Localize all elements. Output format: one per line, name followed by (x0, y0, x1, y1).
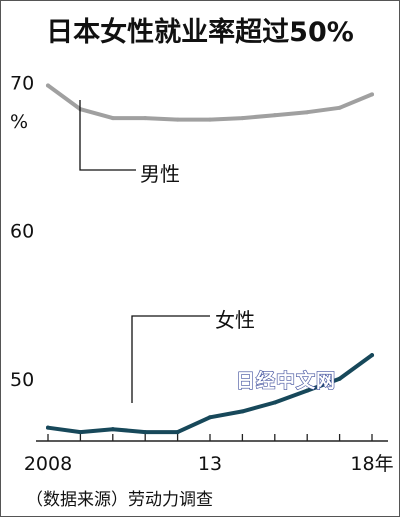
data-point-women-2010 (110, 427, 115, 432)
data-point-men-2011 (143, 116, 148, 121)
y-axis-ticks: 50 60 70 (10, 73, 34, 391)
data-point-men-2017 (337, 105, 342, 110)
series-lines (46, 83, 374, 435)
callout-men (79, 100, 136, 171)
x-tick-label-18年: 18年 (350, 453, 393, 475)
series-label-men: 男性 (140, 162, 180, 186)
callout-women (131, 315, 210, 403)
data-point-men-2014 (240, 116, 245, 121)
data-point-men-2015 (272, 113, 277, 118)
data-point-men-2018 (370, 92, 374, 97)
data-point-men-2016 (305, 110, 310, 115)
x-tick-label-13: 13 (198, 453, 222, 475)
data-point-men-2012 (175, 117, 180, 122)
x-axis-tick-labels: 2008 13 18年 (24, 453, 394, 475)
data-point-women-2014 (240, 409, 245, 414)
data-point-women-2016 (305, 388, 310, 393)
source-note: （数据来源）劳动力调查 (26, 490, 213, 510)
series-line-women (46, 353, 374, 435)
unit-label: % (10, 111, 28, 133)
data-point-women-2018 (370, 353, 374, 358)
data-point-women-2017 (337, 376, 342, 381)
y-tick-label-60: 60 (10, 221, 34, 243)
data-point-women-2013 (208, 415, 212, 420)
x-tick-label-2008: 2008 (24, 453, 72, 475)
data-point-women-2015 (272, 400, 277, 405)
watermark-logo: 日经中文网 (236, 369, 336, 392)
data-point-women-2011 (143, 430, 148, 435)
data-point-women-2012 (175, 430, 180, 435)
series-line-men (46, 83, 374, 122)
chart-title: 日本女性就业率超过50% (46, 16, 354, 48)
data-point-women-2008 (46, 425, 50, 430)
x-axis-minor-ticks (47, 434, 373, 441)
data-point-men-2013 (208, 117, 212, 122)
y-tick-label-70: 70 (10, 73, 34, 95)
data-point-women-2009 (78, 430, 83, 435)
data-point-men-2010 (110, 116, 115, 121)
y-tick-label-50: 50 (10, 369, 34, 391)
data-point-men-2008 (46, 83, 50, 88)
series-label-women: 女性 (215, 308, 255, 332)
